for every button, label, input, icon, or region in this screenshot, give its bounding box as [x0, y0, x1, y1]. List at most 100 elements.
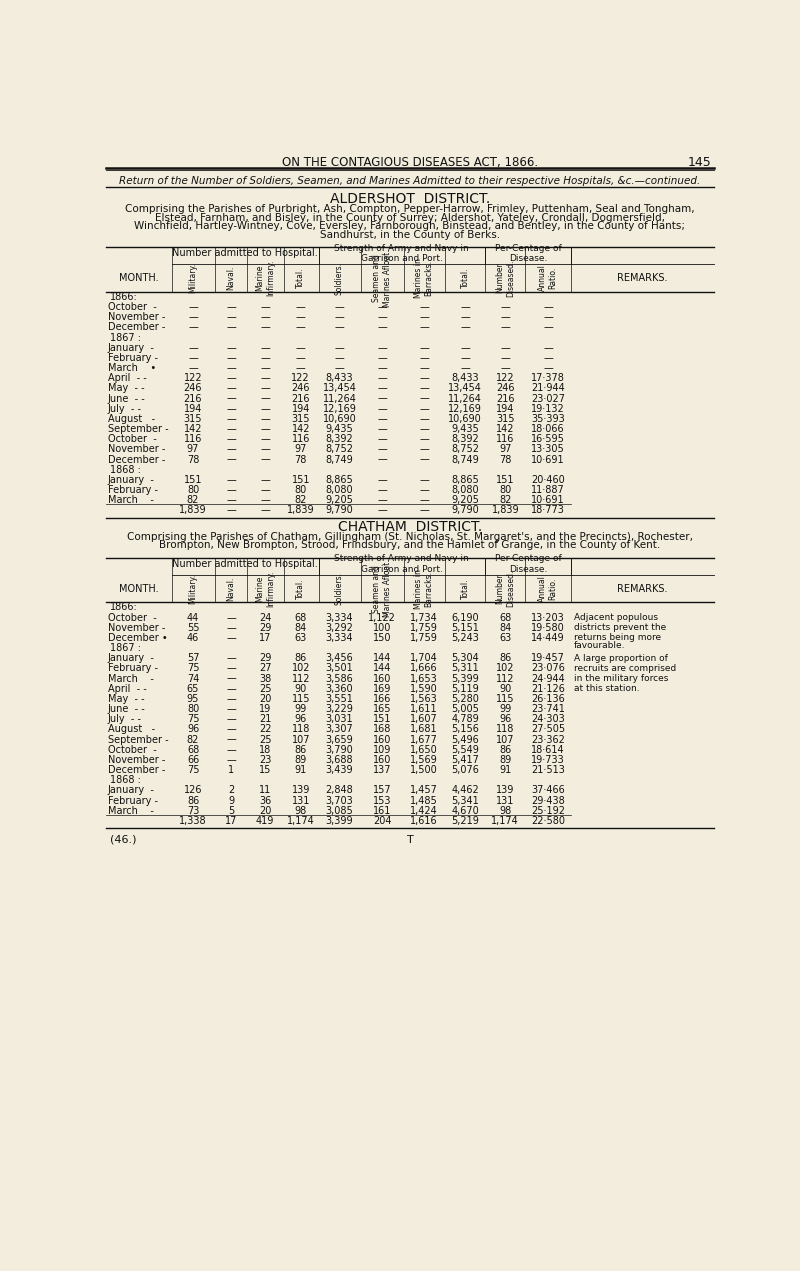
Text: 89: 89	[499, 755, 511, 765]
Text: —: —	[188, 313, 198, 323]
Text: 131: 131	[496, 796, 514, 806]
Text: 145: 145	[687, 156, 711, 169]
Text: —: —	[501, 364, 510, 374]
Text: —: —	[501, 313, 510, 323]
Text: —: —	[188, 353, 198, 364]
Text: 4,789: 4,789	[451, 714, 479, 724]
Text: 3,688: 3,688	[326, 755, 354, 765]
Text: 8,433: 8,433	[451, 374, 479, 384]
Text: —: —	[260, 496, 270, 505]
Text: 1,500: 1,500	[410, 765, 438, 775]
Text: 10,690: 10,690	[448, 414, 482, 423]
Text: Naval.: Naval.	[226, 576, 235, 601]
Text: 3,360: 3,360	[326, 684, 354, 694]
Text: —: —	[226, 302, 236, 313]
Text: —: —	[260, 384, 270, 393]
Text: —: —	[378, 455, 387, 464]
Text: 3,031: 3,031	[326, 714, 354, 724]
Text: 2,848: 2,848	[326, 785, 354, 796]
Text: —: —	[296, 364, 306, 374]
Text: —: —	[260, 404, 270, 413]
Text: —: —	[378, 506, 387, 515]
Text: 115: 115	[496, 694, 514, 704]
Text: Marine
Infirmary.: Marine Infirmary.	[255, 571, 274, 606]
Text: —: —	[226, 425, 236, 433]
Text: 17: 17	[259, 633, 271, 643]
Text: —: —	[334, 364, 344, 374]
Text: —: —	[378, 445, 387, 454]
Text: Total.: Total.	[461, 578, 470, 599]
Text: —: —	[543, 323, 553, 333]
Text: 3,439: 3,439	[326, 765, 354, 775]
Text: 19·457: 19·457	[531, 653, 565, 663]
Text: 419: 419	[256, 816, 274, 826]
Text: 24·944: 24·944	[531, 674, 565, 684]
Text: 1: 1	[228, 765, 234, 775]
Text: 151: 151	[184, 475, 202, 484]
Text: —: —	[226, 343, 236, 353]
Text: —: —	[378, 486, 387, 494]
Text: 97: 97	[294, 445, 307, 454]
Text: —: —	[260, 506, 270, 515]
Text: 4,670: 4,670	[451, 806, 479, 816]
Text: 37·466: 37·466	[531, 785, 565, 796]
Text: —: —	[378, 425, 387, 433]
Text: 46: 46	[187, 633, 199, 643]
Text: —: —	[260, 394, 270, 403]
Text: November -: November -	[108, 755, 165, 765]
Text: April  - -: April - -	[108, 684, 146, 694]
Text: favourable.: favourable.	[574, 641, 625, 649]
Text: 8,080: 8,080	[326, 486, 354, 494]
Text: —: —	[419, 445, 429, 454]
Text: 8,080: 8,080	[451, 486, 479, 494]
Text: 29·438: 29·438	[531, 796, 565, 806]
Text: 115: 115	[291, 694, 310, 704]
Text: —: —	[226, 486, 236, 494]
Text: 63: 63	[499, 633, 511, 643]
Text: February -: February -	[108, 663, 158, 674]
Text: 82: 82	[499, 496, 511, 505]
Text: —: —	[419, 486, 429, 494]
Text: August   -: August -	[108, 414, 155, 423]
Text: 80: 80	[187, 486, 199, 494]
Text: Military.: Military.	[189, 263, 198, 294]
Text: October  -: October -	[108, 435, 157, 444]
Text: 74: 74	[187, 674, 199, 684]
Text: —: —	[378, 404, 387, 413]
Text: 142: 142	[291, 425, 310, 433]
Text: Comprising the Parishes of Chatham, Gillingham (St. Nicholas, St. Margaret's, an: Comprising the Parishes of Chatham, Gill…	[127, 533, 693, 541]
Text: 1,666: 1,666	[410, 663, 438, 674]
Text: —: —	[226, 506, 236, 515]
Text: —: —	[188, 302, 198, 313]
Text: February -: February -	[108, 353, 158, 364]
Text: Total.: Total.	[296, 578, 306, 599]
Text: 3,703: 3,703	[326, 796, 354, 806]
Text: —: —	[226, 653, 236, 663]
Text: May  - -: May - -	[108, 694, 144, 704]
Text: Number
Diseased.: Number Diseased.	[496, 259, 515, 296]
Text: 26·136: 26·136	[531, 694, 565, 704]
Text: October  -: October -	[108, 613, 157, 623]
Text: 68: 68	[294, 613, 307, 623]
Text: Number
Diseased.: Number Diseased.	[496, 569, 515, 608]
Text: 9,790: 9,790	[451, 506, 479, 515]
Text: 5,156: 5,156	[451, 724, 479, 735]
Text: Marines in
Barracks.: Marines in Barracks.	[414, 258, 434, 297]
Text: January  -: January -	[108, 475, 154, 484]
Text: June  - -: June - -	[108, 394, 146, 403]
Text: 1867 :: 1867 :	[110, 333, 141, 343]
Text: 5,219: 5,219	[451, 816, 479, 826]
Text: Comprising the Parishes of Purbright, Ash, Compton, Pepper-Harrow, Frimley, Putt: Comprising the Parishes of Purbright, As…	[125, 205, 695, 215]
Text: MONTH.: MONTH.	[119, 273, 158, 283]
Text: —: —	[226, 394, 236, 403]
Text: 25: 25	[259, 735, 271, 745]
Text: 16·595: 16·595	[531, 435, 565, 444]
Text: 9,435: 9,435	[326, 425, 354, 433]
Text: 23: 23	[259, 755, 271, 765]
Text: —: —	[378, 475, 387, 484]
Text: 5,549: 5,549	[451, 745, 479, 755]
Text: —: —	[419, 506, 429, 515]
Text: —: —	[419, 364, 429, 374]
Text: 9,790: 9,790	[326, 506, 354, 515]
Text: July  - -: July - -	[108, 714, 142, 724]
